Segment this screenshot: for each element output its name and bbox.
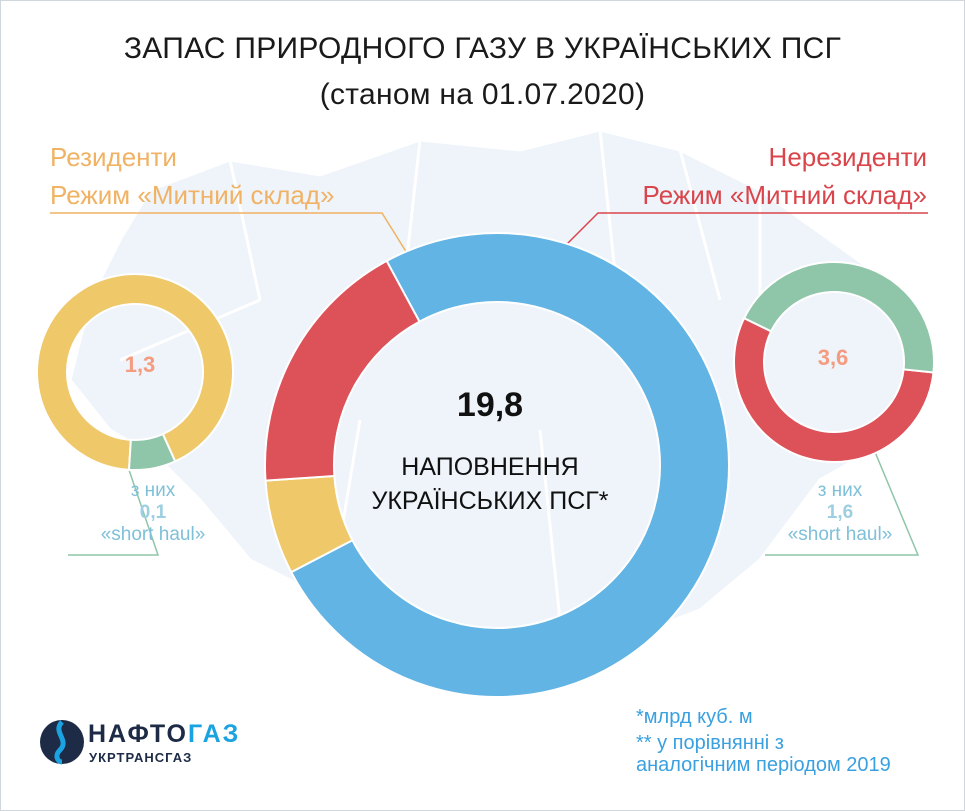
logo-subtitle: УКРТРАНСГАЗ [89, 750, 193, 765]
footnote-comparison-2: аналогічним періодом 2019 [636, 754, 891, 776]
naftogaz-logo-icon [40, 720, 84, 765]
nonresidents-leader-line [562, 212, 928, 249]
left-sub-value: 0,1 [139, 502, 167, 523]
left-donut-slice-0 [36, 273, 234, 471]
center-value: 19,8 [456, 386, 524, 424]
left-value: 1,3 [124, 352, 156, 377]
residents-mode-label: Режим «Митний склад» [50, 180, 335, 210]
center-caption-line2: УКРАЇНСЬКИХ ПСГ* [371, 487, 609, 515]
right-sub-value: 1,6 [826, 502, 854, 523]
right-short-haul-leader [765, 451, 920, 556]
footnote-units: *млрд куб. м [636, 706, 753, 728]
logo-wordmark-part2: ГАЗ [187, 720, 241, 748]
nonresidents-mode-label: Режим «Митний склад» [642, 180, 928, 210]
left-sub-line2: «short haul» [100, 524, 206, 545]
center-donut [264, 232, 731, 698]
logo-wordmark-part1: НАФТО [88, 720, 188, 748]
left-donut-slice-1 [127, 432, 177, 471]
right-donut-slice-1 [742, 261, 935, 374]
chart-title: ЗАПАС ПРИРОДНОГО ГАЗУ В УКРАЇНСЬКИХ ПСГ [123, 32, 842, 65]
right-donut-slice-0 [733, 316, 935, 463]
footnote-comparison-1: ** у порівнянні з [636, 732, 784, 754]
center-donut-slice-2 [264, 259, 421, 482]
right-donut [733, 261, 935, 463]
nonresidents-label: Нерезиденти [768, 142, 927, 172]
logo-wordmark: НАФТОГАЗ [88, 720, 240, 749]
right-value: 3,6 [817, 345, 849, 370]
residents-leader-line [50, 212, 411, 259]
residents-label: Резиденти [50, 142, 177, 172]
center-caption-line1: НАПОВНЕННЯ [401, 453, 579, 481]
left-donut [36, 273, 234, 471]
left-sub-line1: з них [130, 480, 176, 501]
chart-subtitle: (станом на 01.07.2020) [319, 78, 646, 111]
center-donut-slice-0 [289, 232, 731, 698]
right-sub-caption: з них 1,6 «short haul» [755, 480, 925, 546]
right-sub-line2: «short haul» [787, 524, 893, 545]
left-sub-caption: з них 0,1 «short haul» [68, 480, 238, 546]
center-caption: НАПОВНЕННЯ УКРАЇНСЬКИХ ПСГ* [330, 450, 650, 518]
right-sub-line1: з них [817, 480, 863, 501]
left-short-haul-leader [68, 466, 160, 556]
